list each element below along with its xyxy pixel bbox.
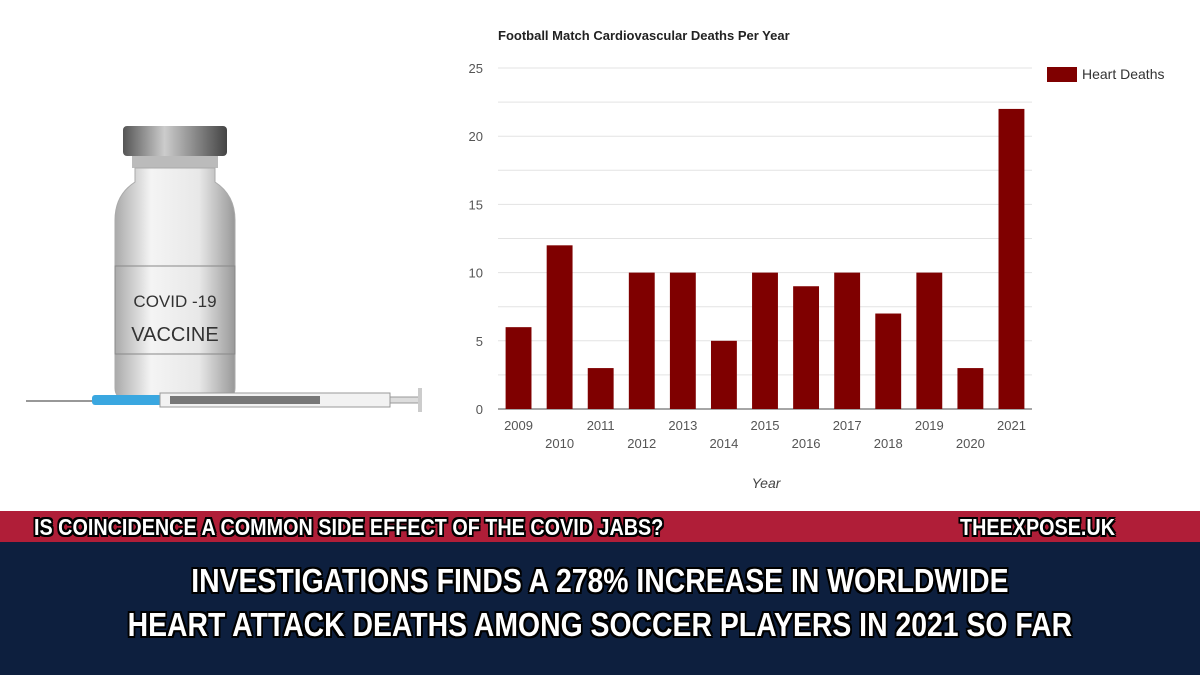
x-tick-label: 2017 (833, 418, 862, 433)
headline-line2: HEART ATTACK DEATHS AMONG SOCCER PLAYERS… (127, 606, 1073, 643)
x-tick-label: 2019 (915, 418, 944, 433)
y-tick-label: 5 (476, 334, 483, 349)
x-tick-label: 2021 (997, 418, 1026, 433)
vaccine-vial-illustration: COVID -19 VACCINE (26, 126, 422, 412)
x-axis-title: Year (752, 475, 782, 491)
bar-2016 (793, 286, 820, 409)
x-tick-label: 2015 (751, 418, 780, 433)
chart-title: Football Match Cardiovascular Deaths Per… (498, 28, 790, 43)
legend-swatch (1047, 67, 1077, 82)
bar-2013 (669, 272, 696, 409)
bar-2018 (875, 313, 902, 409)
y-tick-label: 15 (469, 197, 483, 212)
x-tick-label: 2018 (874, 436, 903, 451)
x-tick-label: 2014 (709, 436, 738, 451)
y-tick-label: 25 (469, 61, 483, 76)
bar-chart: Football Match Cardiovascular Deaths Per… (469, 28, 1165, 491)
bar-2011 (587, 368, 614, 409)
bar-2021 (998, 108, 1025, 410)
bar-2010 (546, 245, 573, 409)
y-tick-label: 0 (476, 402, 483, 417)
x-tick-label: 2013 (668, 418, 697, 433)
vial-label-line1: COVID -19 (133, 292, 216, 311)
y-tick-label: 10 (469, 266, 483, 281)
tagline-strip: IS COINCIDENCE A COMMON SIDE EFFECT OF T… (0, 511, 1200, 542)
tagline: IS COINCIDENCE A COMMON SIDE EFFECT OF T… (34, 514, 664, 540)
bar-2017 (834, 272, 861, 409)
x-tick-label: 2009 (504, 418, 533, 433)
x-tick-label: 2010 (545, 436, 574, 451)
vial-label (114, 265, 236, 355)
bar-2019 (916, 272, 943, 409)
x-tick-label: 2020 (956, 436, 985, 451)
bar-2020 (957, 368, 984, 409)
x-tick-label: 2012 (627, 436, 656, 451)
bar-2012 (628, 272, 655, 409)
vial-cap (123, 126, 227, 156)
x-tick-label: 2016 (792, 436, 821, 451)
site-name: THEEXPOSE.UK (960, 514, 1115, 540)
syringe-icon (26, 388, 422, 412)
vial-label-line2: VACCINE (131, 324, 218, 346)
headline-line1: INVESTIGATIONS FINDS A 278% INCREASE IN … (191, 562, 1009, 599)
bar-2015 (752, 272, 778, 409)
bar-2014 (710, 340, 737, 409)
headline-banner: INVESTIGATIONS FINDS A 278% INCREASE IN … (0, 542, 1200, 675)
x-tick-label: 2011 (587, 418, 615, 433)
y-tick-label: 20 (469, 129, 483, 144)
bar-2009 (505, 327, 532, 409)
legend-label: Heart Deaths (1082, 66, 1164, 82)
